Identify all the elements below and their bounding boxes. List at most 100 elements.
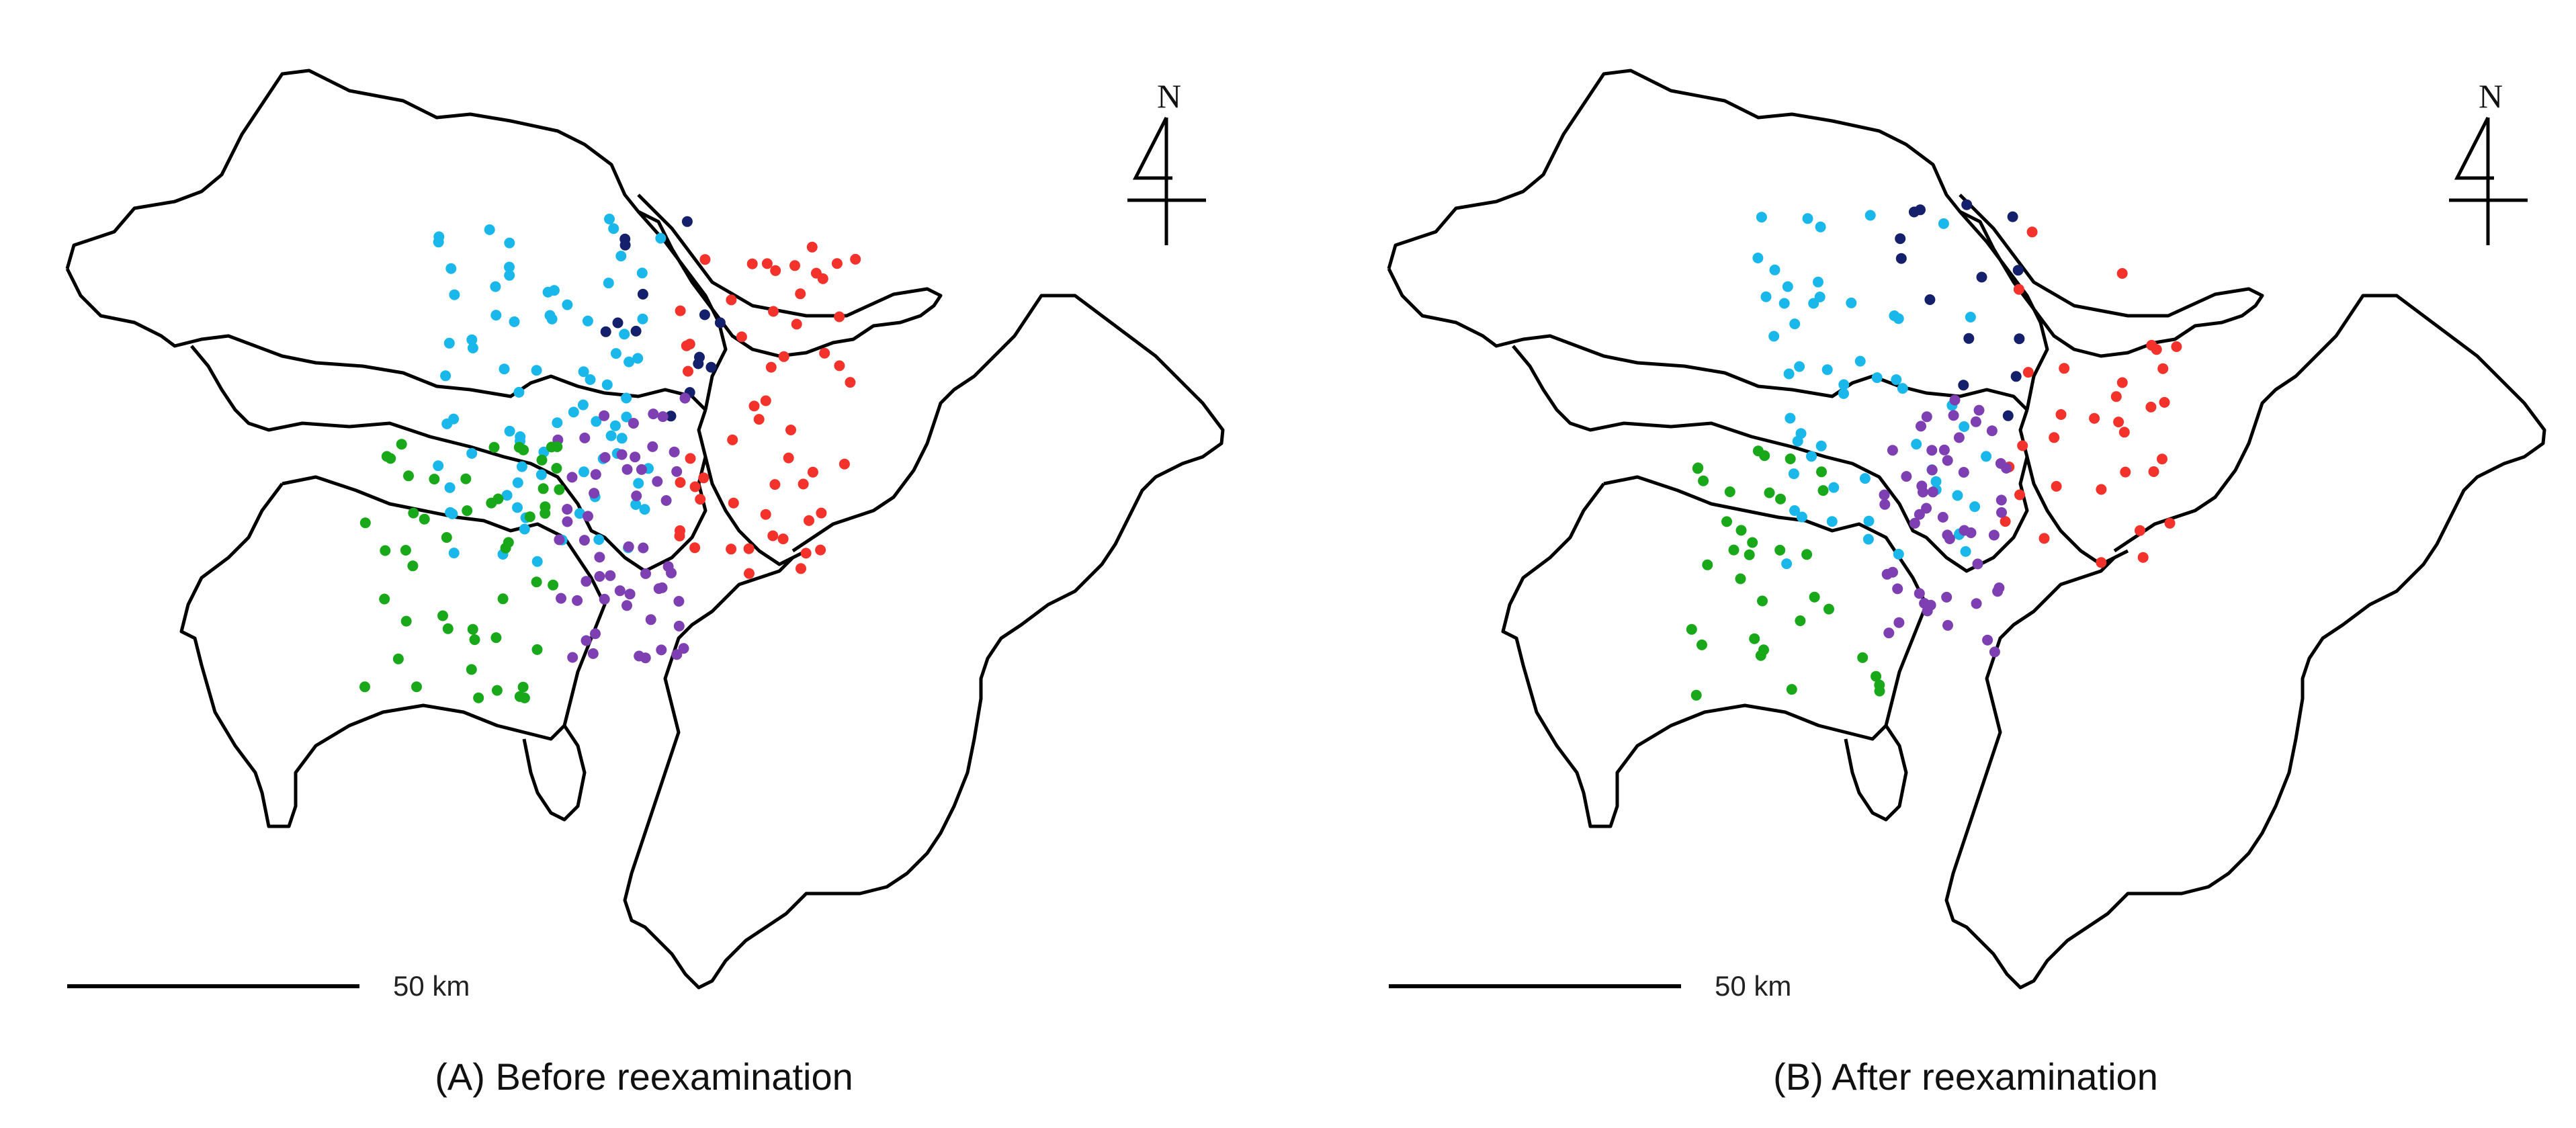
site-point-green [469, 634, 480, 646]
site-point-cyan [445, 263, 457, 274]
site-point-navy [1915, 204, 1926, 216]
site-point-green [1764, 487, 1775, 498]
site-point-cyan [619, 329, 630, 340]
site-point-purple [656, 582, 668, 593]
site-point-green [396, 439, 407, 450]
site-point-green [1774, 544, 1786, 556]
site-point-green [486, 497, 497, 509]
site-point-cyan [1930, 476, 1942, 487]
site-point-green [554, 484, 565, 495]
site-point-cyan [1752, 253, 1764, 263]
site-point-red [798, 478, 809, 490]
site-point-green [381, 451, 392, 462]
site-point-cyan [577, 399, 589, 410]
site-point-cyan [1796, 511, 1807, 523]
site-point-purple [1941, 591, 1952, 603]
site-point-cyan [1871, 372, 1883, 384]
site-point-cyan [1813, 276, 1823, 288]
site-point-cyan [633, 478, 644, 489]
site-point-green [491, 685, 503, 696]
site-point-cyan [1981, 451, 1992, 462]
site-point-green [1728, 544, 1740, 556]
saitama-south-boundary [1387, 267, 2028, 411]
site-point-purple [1914, 588, 1925, 599]
site-point-green [1749, 633, 1760, 644]
site-point-purple [1927, 486, 1938, 498]
site-point-red [736, 331, 747, 343]
site-point-navy [1895, 253, 1907, 264]
site-point-red [728, 497, 739, 509]
site-point-purple [679, 392, 691, 404]
site-point-green [473, 692, 484, 703]
site-point-red [768, 306, 779, 317]
site-point-purple [671, 466, 683, 477]
site-point-cyan [538, 446, 550, 458]
site-point-navy [637, 288, 648, 300]
site-point-red [839, 458, 850, 470]
site-point-green [379, 593, 390, 605]
site-point-cyan [1794, 361, 1805, 372]
site-point-green [1809, 591, 1820, 603]
site-point-cyan [1768, 331, 1780, 342]
site-point-green [1686, 623, 1697, 635]
site-point-purple [1942, 619, 1953, 631]
site-point-red [2017, 440, 2028, 451]
site-point-green [441, 532, 452, 543]
site-point-red [748, 400, 760, 412]
site-point-purple [599, 593, 610, 605]
site-point-cyan [1859, 473, 1871, 484]
site-point-purple [624, 589, 636, 600]
site-point-purple [636, 464, 647, 475]
site-point-red [681, 340, 692, 351]
site-point-red [2013, 284, 2024, 295]
site-point-purple [2001, 462, 2012, 474]
site-point-cyan [519, 523, 530, 535]
site-point-purple [556, 593, 566, 604]
site-point-cyan [610, 348, 621, 359]
site-point-purple [579, 432, 591, 443]
site-point-cyan [1760, 291, 1772, 302]
site-point-cyan [621, 392, 632, 404]
tokyo-bay-west-coast [2025, 456, 2129, 566]
map-svg-b: 50 km N [1387, 69, 2546, 1002]
site-point-green [1752, 445, 1764, 457]
site-point-red [2055, 409, 2067, 420]
miura-peninsula [1844, 724, 1908, 822]
site-point-red [2110, 391, 2122, 402]
site-point-purple [1970, 416, 1981, 427]
site-point-green [1744, 549, 1755, 560]
site-point-purple [640, 652, 651, 664]
site-point-purple [647, 441, 658, 452]
site-point-purple [1883, 627, 1895, 639]
site-point-cyan [1959, 421, 1970, 432]
site-point-green [466, 664, 477, 675]
site-point-green [1785, 453, 1796, 464]
site-point-cyan [1960, 546, 1971, 557]
site-point-purple [648, 408, 659, 420]
site-point-green [462, 505, 473, 517]
site-point-cyan [578, 466, 589, 478]
site-point-navy [1961, 199, 1973, 210]
site-point-cyan [1778, 298, 1790, 309]
site-point-red [2116, 268, 2128, 279]
site-point-red [2135, 525, 2145, 536]
site-point-green [1698, 475, 1709, 486]
site-point-cyan [433, 236, 444, 248]
site-point-purple [578, 535, 590, 546]
panel-caption: (B) After reexamination [1773, 1055, 2158, 1098]
site-point-cyan [593, 534, 605, 546]
site-point-red [743, 543, 755, 554]
points-layer [1686, 199, 2182, 701]
site-point-purple [657, 411, 669, 423]
site-point-purple [623, 541, 634, 552]
site-point-red [783, 452, 794, 464]
site-point-purple [1989, 646, 2000, 658]
site-point-cyan [449, 289, 460, 300]
site-point-red [777, 533, 789, 545]
site-point-purple [1958, 467, 1969, 478]
site-point-navy [681, 216, 693, 227]
site-point-cyan [1789, 505, 1800, 516]
site-point-purple [594, 552, 605, 563]
site-point-green [497, 593, 509, 605]
site-point-green [1801, 549, 1813, 560]
